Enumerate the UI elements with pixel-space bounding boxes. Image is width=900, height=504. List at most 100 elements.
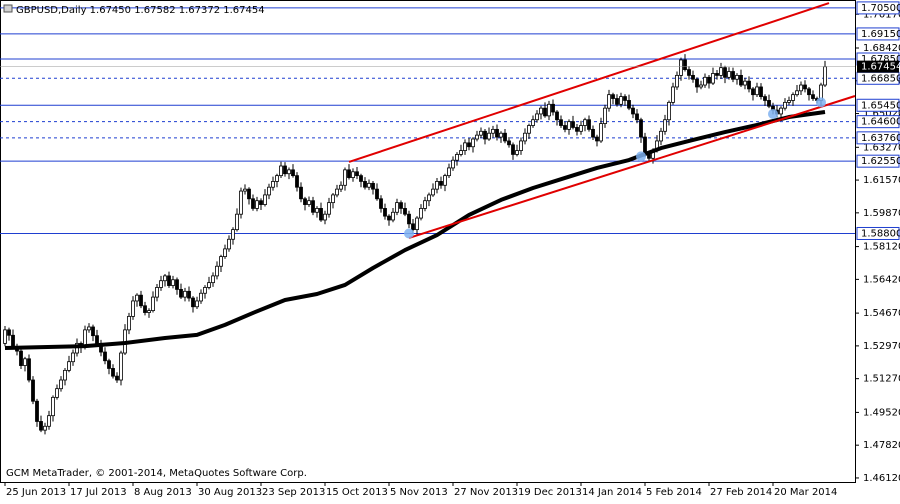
candle-body [399, 202, 403, 209]
candle-body [507, 140, 511, 146]
candle-body [511, 144, 515, 155]
candle-body [743, 80, 747, 86]
candle-body [215, 265, 219, 277]
candle-body [143, 305, 147, 313]
candle-body [303, 198, 307, 205]
plot-area [0, 2, 856, 435]
candle-body [283, 165, 287, 175]
candle-body [43, 425, 47, 431]
candle-body [311, 200, 315, 213]
level-label: 1.69150 [861, 29, 900, 40]
candle-body [159, 280, 163, 288]
level-label-box [856, 154, 900, 168]
candle-body [219, 256, 223, 267]
touch-marker [768, 108, 778, 119]
candle-body [291, 169, 295, 177]
x-tick-label: 14 Jan 2014 [582, 487, 642, 498]
candle-body [555, 111, 559, 121]
touch-marker [636, 151, 646, 162]
candle-body [531, 119, 535, 126]
candle-body [7, 329, 11, 336]
candle-body [411, 223, 415, 231]
candle-body [231, 229, 235, 240]
chart-icon [3, 4, 13, 13]
candle-body [307, 200, 311, 205]
candle-body [799, 84, 803, 92]
candle-body [139, 294, 143, 307]
candle-body [591, 128, 595, 138]
candle-body [779, 107, 783, 115]
candle-body [227, 238, 231, 250]
candle-body [11, 334, 15, 348]
candle-body [623, 96, 627, 101]
candle-body [71, 352, 75, 363]
candle-body [671, 86, 675, 103]
x-tick-label: 17 Jul 2013 [70, 487, 127, 498]
candle-body [111, 368, 115, 377]
candle-body [523, 132, 527, 142]
candle-body [455, 154, 459, 161]
candle-body [27, 358, 31, 381]
candle-body [199, 292, 203, 302]
candle-body [467, 142, 471, 148]
level-label: 1.58800 [861, 228, 900, 239]
candle-body [351, 171, 355, 178]
candle-body [463, 142, 467, 151]
candle-body [435, 181, 439, 190]
candle-body [691, 74, 695, 80]
candle-body [59, 379, 63, 390]
candle-body [55, 388, 59, 398]
trend-line [408, 95, 856, 239]
candle-body [23, 358, 27, 366]
candle-body [87, 326, 91, 331]
candle-body [391, 211, 395, 221]
candle-body [235, 213, 239, 231]
candle-body [579, 125, 583, 132]
candle-body [587, 119, 591, 130]
candle-body [631, 107, 635, 115]
candle-body [371, 182, 375, 190]
current-price-box [857, 60, 899, 73]
candle-body [319, 208, 323, 221]
candle-body [119, 352, 123, 381]
candle-body [535, 113, 539, 121]
candle-body [575, 127, 579, 132]
y-tick-label: 1.46120 [863, 473, 900, 484]
candle-body [595, 136, 599, 142]
candle-body [339, 184, 343, 190]
candle-body [439, 181, 443, 186]
candle-body [443, 175, 447, 186]
y-tick-label: 1.59870 [863, 208, 900, 219]
candle-body [63, 369, 67, 381]
candle-body [755, 86, 759, 96]
candle-body [247, 188, 251, 200]
footer: GCM MetaTrader, © 2001-2014, MetaQuotes … [6, 468, 307, 479]
candle-body [239, 190, 243, 215]
candle-body [659, 130, 663, 142]
candle-body [263, 194, 267, 205]
candle-body [259, 200, 263, 205]
candle-body [619, 96, 623, 105]
candle-body [175, 279, 179, 290]
candle-body [223, 248, 227, 258]
candle-body [627, 100, 631, 109]
x-tick-label: 25 Jun 2013 [6, 487, 66, 498]
y-tick-label: 1.52970 [863, 341, 900, 352]
candle-body [563, 125, 567, 130]
candle-body [279, 165, 283, 177]
candle-body [155, 287, 159, 298]
candle-body [211, 275, 215, 284]
candle-body [375, 188, 379, 200]
candle-body [39, 421, 43, 431]
candle-body [131, 300, 135, 317]
candle-body [583, 119, 587, 126]
level-label: 1.65450 [861, 100, 900, 111]
candle-body [539, 107, 543, 115]
candle-body [711, 73, 715, 84]
candle-body [167, 275, 171, 286]
candle-body [3, 329, 7, 344]
candle-body [791, 94, 795, 101]
candle-body [431, 188, 435, 196]
candle-body [675, 74, 679, 88]
x-tick-label: 30 Aug 2013 [198, 487, 262, 498]
